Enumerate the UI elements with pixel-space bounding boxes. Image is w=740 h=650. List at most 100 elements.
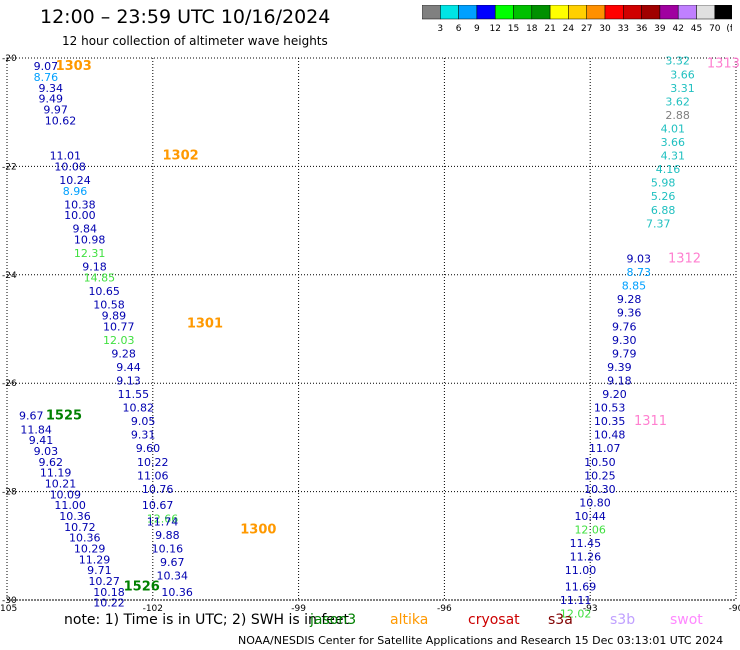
color-scale-label: 21 — [544, 24, 555, 34]
wave-height-value: 11.06 — [137, 469, 169, 482]
footer-note: note: 1) Time is in UTC; 2) SWH is in fe… — [64, 612, 350, 628]
wave-height-value: 6.88 — [651, 204, 676, 217]
wave-height-value: 9.20 — [602, 388, 627, 401]
wave-height-value: 10.09 — [50, 488, 82, 501]
x-tick-label: -102 — [143, 604, 163, 614]
y-tick-label: -22 — [2, 162, 17, 172]
satellite-legend-s3b: s3b — [610, 612, 636, 628]
wave-height-value: 10.98 — [74, 234, 106, 247]
wave-height-value: 10.35 — [594, 415, 626, 428]
wave-height-value: 8.85 — [622, 280, 647, 293]
wave-height-value: 10.08 — [54, 160, 86, 173]
y-tick-label: -26 — [2, 379, 17, 389]
wave-height-value: 4.31 — [661, 150, 686, 163]
track-label: 1525 — [46, 409, 82, 424]
wave-height-value: 8.96 — [63, 185, 88, 198]
color-scale-label: 70 — [709, 24, 721, 34]
color-scale-label: 45 — [691, 24, 702, 34]
wave-height-value: 11.26 — [570, 551, 602, 564]
wave-height-value: 12.31 — [74, 247, 106, 260]
x-tick-label: -99 — [291, 604, 306, 614]
wave-height-value: 7.37 — [646, 217, 671, 230]
track-label: 1526 — [124, 579, 160, 594]
wave-height-value: 9.76 — [612, 320, 637, 333]
wave-height-value: 9.28 — [111, 347, 136, 360]
y-tick-label: -24 — [2, 271, 17, 281]
x-tick-label: -96 — [437, 604, 452, 614]
x-tick-label: -93 — [583, 604, 598, 614]
wave-height-value: 9.67 — [160, 556, 185, 569]
y-tick-label: -20 — [2, 54, 17, 64]
wave-height-value: 10.53 — [594, 402, 626, 415]
wave-height-value: 9.71 — [87, 564, 112, 577]
track-label: 1313 — [707, 56, 740, 71]
wave-height-value: 5.26 — [651, 190, 676, 203]
color-scale-label: 42 — [672, 24, 683, 34]
wave-height-value: 12.03 — [103, 334, 135, 347]
wave-height-value: 11.74 — [147, 515, 179, 528]
wave-height-value: 12.06 — [574, 524, 606, 537]
wave-height-value: 9.31 — [131, 429, 156, 442]
wave-height-value: 8.73 — [627, 266, 652, 279]
color-scale-label: 33 — [618, 24, 629, 34]
satellite-legend-s3a: s3a — [548, 612, 573, 628]
wave-height-value: 9.97 — [43, 103, 68, 116]
wave-height-value: 9.36 — [617, 307, 642, 320]
wave-height-value: 3.32 — [665, 55, 690, 68]
wave-height-value: 11.29 — [79, 553, 111, 566]
color-scale-swatch — [714, 5, 732, 20]
wave-height-value: 4.01 — [661, 122, 686, 135]
wave-height-value: 10.36 — [59, 510, 91, 523]
wave-height-value: 9.67 — [19, 410, 44, 423]
wave-height-value: 9.62 — [38, 456, 63, 469]
wave-height-value: 10.82 — [122, 402, 154, 415]
wave-height-value: 9.03 — [627, 253, 652, 266]
wave-height-value: 9.03 — [34, 445, 59, 458]
color-scale-label: 12 — [489, 24, 500, 34]
wave-height-value: 14.85 — [84, 272, 116, 285]
color-scale-label: 36 — [636, 24, 648, 34]
y-tick-label: -28 — [2, 488, 17, 498]
wave-height-value: 9.39 — [607, 361, 632, 374]
satellite-legend-cryosat: cryosat — [468, 612, 520, 628]
wave-height-value: 12.66 — [147, 513, 179, 526]
wave-height-value: 10.25 — [584, 469, 616, 482]
color-scale-label: (ft) — [726, 24, 732, 34]
y-tick-label: -30 — [2, 596, 17, 606]
wave-height-value: 9.13 — [116, 374, 141, 387]
wave-height-value: 3.62 — [665, 95, 690, 108]
wave-height-value: 9.05 — [131, 415, 156, 428]
wave-height-value: 10.38 — [64, 198, 96, 211]
wave-height-value: 11.00 — [565, 564, 597, 577]
color-scale-label: 15 — [508, 24, 519, 34]
wave-height-value: 10.67 — [142, 499, 174, 512]
color-scale-label: 27 — [581, 24, 592, 34]
track-label: 1303 — [56, 59, 92, 74]
color-scale-label: 6 — [456, 24, 462, 34]
color-scale-label: 30 — [599, 24, 611, 34]
wave-height-value: 3.66 — [661, 136, 686, 149]
wave-height-value: 9.07 — [34, 60, 59, 73]
wave-height-value: 10.27 — [88, 575, 120, 588]
wave-height-value: 10.76 — [142, 483, 174, 496]
track-label: 1312 — [668, 252, 701, 267]
wave-height-value: 10.65 — [88, 285, 120, 298]
wave-height-value: 9.88 — [155, 529, 180, 542]
wave-height-value: 9.18 — [82, 261, 107, 274]
wave-height-value: 10.36 — [69, 532, 101, 545]
wave-height-value: 9.34 — [38, 82, 63, 95]
wave-height-value: 10.21 — [45, 477, 77, 490]
color-scale-label: 24 — [563, 24, 575, 34]
wave-height-value: 3.66 — [670, 68, 695, 81]
page-title: 12:00 – 23:59 UTC 10/16/2024 — [40, 6, 331, 28]
wave-height-value: 11.07 — [589, 442, 621, 455]
wave-height-value: 3.31 — [670, 82, 695, 95]
wave-height-value: 10.22 — [93, 597, 125, 610]
wave-height-value: 10.24 — [59, 174, 91, 187]
wave-height-value: 10.44 — [574, 510, 606, 523]
wave-height-value: 11.55 — [118, 388, 150, 401]
wave-height-value: 9.79 — [612, 347, 637, 360]
wave-height-value: 10.77 — [103, 320, 135, 333]
wave-height-value: 9.41 — [29, 434, 54, 447]
